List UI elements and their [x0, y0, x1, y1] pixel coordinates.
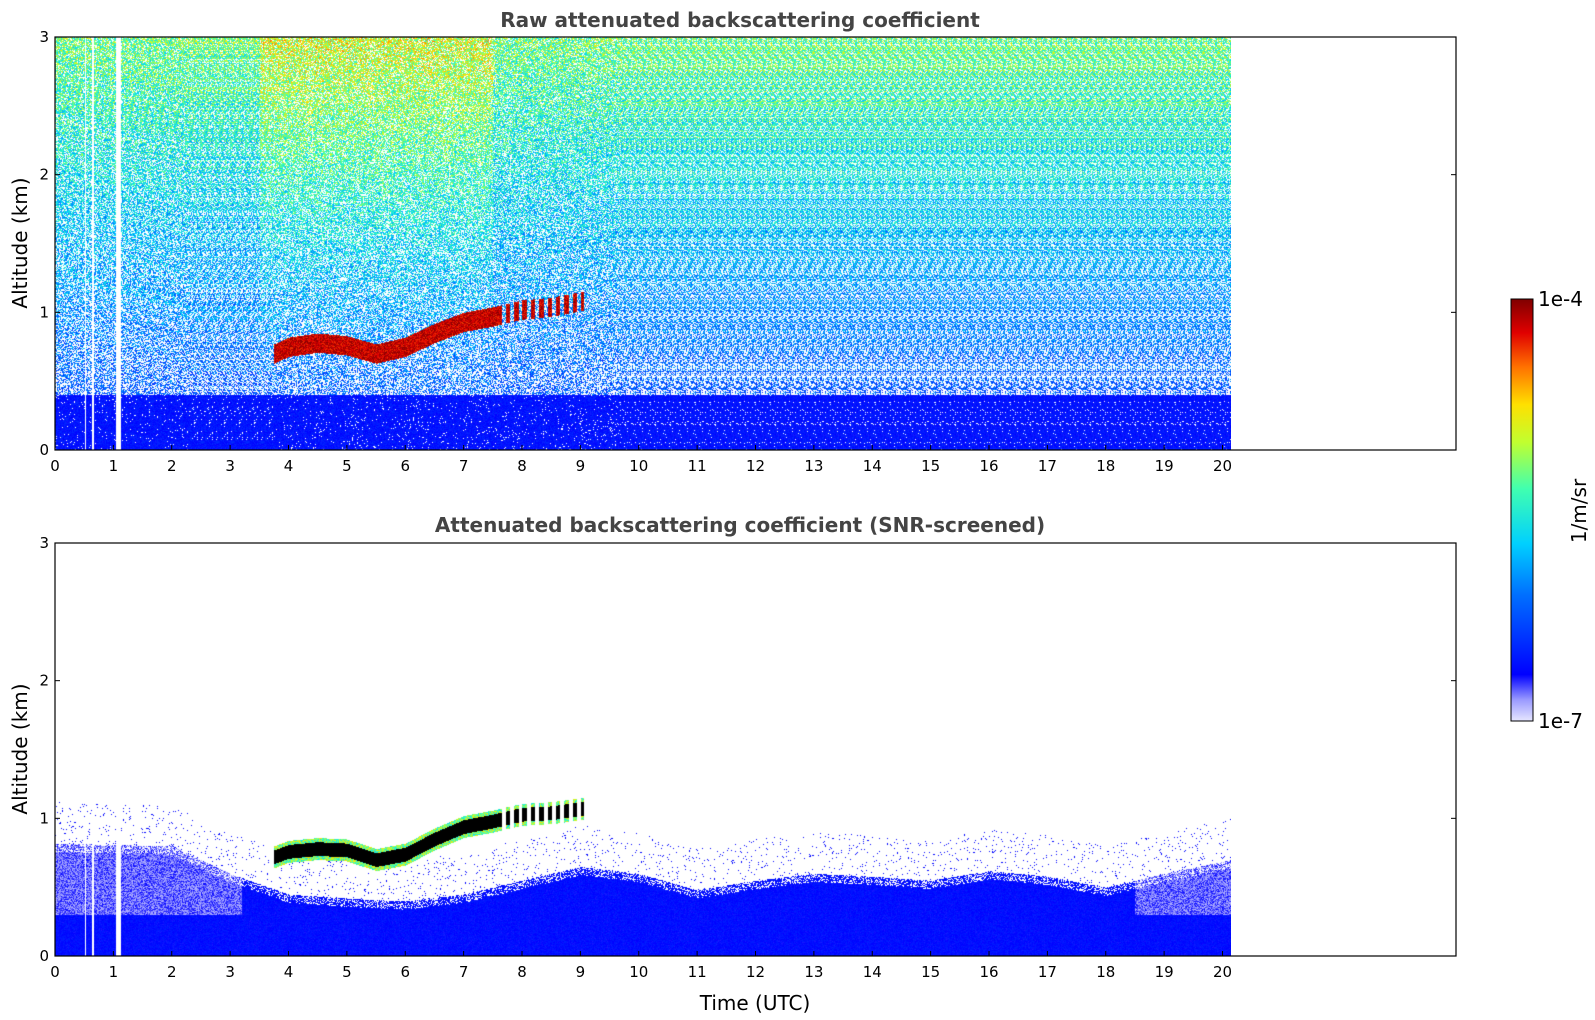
x-tick-label: 20 — [1213, 963, 1232, 981]
x-tick-label: 4 — [284, 457, 294, 475]
x-tick-label: 15 — [921, 963, 940, 981]
colorbar-min-label: 1e-7 — [1538, 709, 1583, 733]
panel2-x-ticks: 0 1 2 3 4 5 6 7 8 9 10 11 12 13 14 15 16 17 18 19 20 — [50, 951, 1232, 981]
colorbar-max-label: 1e-4 — [1538, 287, 1583, 311]
panel1-y-ticks: 0 1 2 3 — [39, 28, 1456, 459]
x-tick-label: 3 — [225, 457, 235, 475]
x-tick-label: 13 — [804, 457, 823, 475]
raw-backscatter-heatmap — [55, 37, 1231, 450]
x-tick-label: 2 — [167, 457, 177, 475]
snr-screened-panel: Attenuated backscattering coefficient (S… — [8, 513, 1457, 1015]
y-tick-label: 3 — [39, 534, 49, 552]
x-tick-label: 4 — [284, 963, 294, 981]
x-tick-label: 9 — [576, 963, 586, 981]
x-tick-label: 13 — [804, 963, 823, 981]
panel2-xlabel: Time (UTC) — [699, 991, 811, 1015]
x-tick-label: 17 — [1038, 963, 1057, 981]
x-tick-label: 1 — [109, 963, 119, 981]
x-tick-label: 12 — [746, 963, 765, 981]
colorbar-units-label: 1/m/sr — [1567, 478, 1591, 543]
panel1-x-ticks: 0 1 2 3 4 5 6 7 8 9 10 11 12 13 14 15 16 17 18 19 20 — [50, 445, 1232, 475]
y-tick-label: 0 — [39, 441, 49, 459]
panel1-ylabel: Altitude (km) — [8, 177, 32, 308]
panel2-ylabel: Altitude (km) — [8, 683, 32, 814]
y-tick-label: 1 — [39, 809, 49, 827]
x-tick-label: 17 — [1038, 457, 1057, 475]
x-tick-label: 19 — [1155, 457, 1174, 475]
x-tick-label: 14 — [863, 457, 882, 475]
x-tick-label: 7 — [459, 963, 469, 981]
x-tick-label: 5 — [342, 963, 352, 981]
y-tick-label: 3 — [39, 28, 49, 46]
x-tick-label: 19 — [1155, 963, 1174, 981]
x-tick-label: 16 — [979, 963, 998, 981]
x-tick-label: 16 — [979, 457, 998, 475]
x-tick-label: 2 — [167, 963, 177, 981]
x-tick-label: 9 — [576, 457, 586, 475]
x-tick-label: 14 — [863, 963, 882, 981]
y-tick-label: 1 — [39, 303, 49, 321]
x-tick-label: 18 — [1096, 963, 1115, 981]
snr-screened-heatmap — [55, 543, 1231, 956]
x-tick-label: 15 — [921, 457, 940, 475]
x-tick-label: 3 — [225, 963, 235, 981]
raw-backscatter-panel: Raw attenuated backscattering coefficien… — [8, 8, 1457, 475]
y-tick-label: 2 — [39, 672, 49, 690]
x-tick-label: 18 — [1096, 457, 1115, 475]
y-tick-label: 0 — [39, 947, 49, 965]
x-tick-label: 6 — [400, 457, 410, 475]
panel1-title: Raw attenuated backscattering coefficien… — [500, 8, 980, 32]
x-tick-label: 10 — [629, 963, 648, 981]
x-tick-label: 5 — [342, 457, 352, 475]
heatmap-raster — [55, 37, 1231, 450]
x-tick-label: 8 — [517, 963, 527, 981]
x-tick-label: 6 — [400, 963, 410, 981]
x-tick-label: 0 — [50, 963, 60, 981]
x-tick-label: 8 — [517, 457, 527, 475]
x-tick-label: 11 — [688, 963, 707, 981]
panel2-title: Attenuated backscattering coefficient (S… — [435, 513, 1045, 537]
x-tick-label: 11 — [688, 457, 707, 475]
x-tick-label: 1 — [109, 457, 119, 475]
x-tick-label: 0 — [50, 457, 60, 475]
x-tick-label: 10 — [629, 457, 648, 475]
x-tick-label: 12 — [746, 457, 765, 475]
colorbar: 1e-4 1e-7 1/m/sr — [1510, 287, 1591, 733]
y-tick-label: 2 — [39, 166, 49, 184]
heatmap-raster — [55, 543, 1231, 956]
x-tick-label: 20 — [1213, 457, 1232, 475]
x-tick-label: 7 — [459, 457, 469, 475]
panel2-y-ticks: 0 1 2 3 — [39, 534, 1456, 965]
colorbar-gradient — [1510, 298, 1534, 722]
